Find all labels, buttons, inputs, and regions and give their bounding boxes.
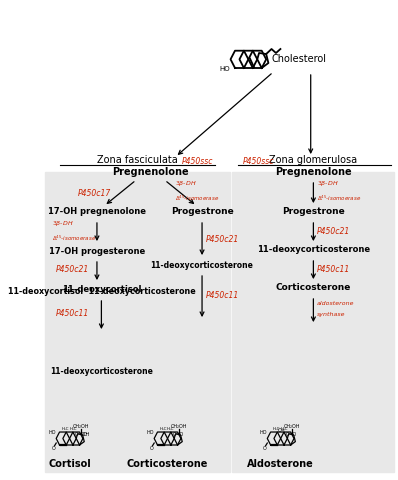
Text: HO: HO: [48, 430, 56, 434]
Text: $3\beta$-DH: $3\beta$-DH: [317, 179, 339, 188]
Text: $3\beta$-DH: $3\beta$-DH: [53, 219, 74, 228]
Text: P450c11: P450c11: [56, 310, 89, 319]
Text: 17-OH pregnenolone: 17-OH pregnenolone: [48, 207, 146, 216]
Text: 17-OH progesterone: 17-OH progesterone: [49, 247, 145, 255]
Text: O: O: [150, 446, 154, 451]
Text: P450c11: P450c11: [206, 291, 239, 300]
Text: P450c21: P450c21: [317, 227, 350, 236]
Text: HO: HO: [146, 430, 154, 434]
Text: H₃C: H₃C: [69, 427, 77, 431]
Text: HO: HO: [219, 66, 230, 72]
Text: Cholesterol: Cholesterol: [271, 54, 326, 64]
Text: Pregnenolone: Pregnenolone: [275, 167, 352, 177]
Text: Zona glomerulosa: Zona glomerulosa: [269, 155, 357, 165]
Text: $\Delta^{45}$-isomoerase: $\Delta^{45}$-isomoerase: [53, 234, 97, 243]
Text: CH₂OH: CH₂OH: [73, 423, 89, 429]
Text: H₃C: H₃C: [280, 427, 288, 431]
Text: $3\beta$-DH: $3\beta$-DH: [176, 179, 197, 188]
Text: O: O: [52, 446, 56, 451]
Text: Zona fasciculata: Zona fasciculata: [97, 155, 178, 165]
Bar: [45, 172, 230, 472]
Text: H₃C: H₃C: [273, 427, 281, 431]
Text: synthase: synthase: [317, 312, 345, 317]
Text: HO: HO: [259, 430, 267, 434]
Text: Corticosterone: Corticosterone: [127, 459, 208, 469]
Text: Aldosterone: Aldosterone: [247, 459, 314, 469]
Text: CH₂OH: CH₂OH: [284, 423, 300, 429]
Text: 11-deoxycortisol  11-deoxycorticosterone: 11-deoxycortisol 11-deoxycorticosterone: [8, 288, 195, 297]
Text: Pregnenolone: Pregnenolone: [112, 167, 189, 177]
Text: Cortisol: Cortisol: [48, 459, 91, 469]
Text: Progestrone: Progestrone: [282, 207, 345, 216]
Text: 11-deoxycorticosterone: 11-deoxycorticosterone: [257, 245, 370, 254]
Text: H₃C: H₃C: [62, 427, 69, 431]
Text: 11-deoxycortisol: 11-deoxycortisol: [62, 286, 141, 295]
Text: O: O: [263, 446, 267, 451]
Text: Progestrone: Progestrone: [171, 207, 233, 216]
Text: C=O: C=O: [173, 432, 184, 437]
Text: aldosterone: aldosterone: [317, 301, 355, 306]
Text: H₃C: H₃C: [160, 427, 167, 431]
Bar: [232, 172, 394, 472]
Text: OH: OH: [83, 432, 91, 437]
Text: P450ssc: P450ssc: [243, 157, 275, 167]
Text: C=O: C=O: [75, 432, 86, 437]
Text: P450c11: P450c11: [317, 264, 350, 274]
Text: CH₂OH: CH₂OH: [171, 423, 187, 429]
Text: O=: O=: [277, 428, 285, 432]
Text: 11-deoxycorticosterone: 11-deoxycorticosterone: [150, 261, 254, 269]
Text: Corticosterone: Corticosterone: [276, 284, 351, 292]
Text: $\Delta^{45}$-isomoerase: $\Delta^{45}$-isomoerase: [317, 194, 361, 204]
Text: P450c21: P450c21: [206, 235, 239, 243]
Text: H₃C: H₃C: [167, 427, 175, 431]
Text: P450c21: P450c21: [56, 265, 89, 275]
Text: 11-deoxycorticosterone: 11-deoxycorticosterone: [50, 368, 153, 376]
Text: C=O: C=O: [286, 432, 297, 437]
Text: P450c17: P450c17: [77, 189, 111, 197]
Text: $\Delta^{45}$-isomoerase: $\Delta^{45}$-isomoerase: [176, 194, 220, 204]
Text: P450ssc: P450ssc: [181, 157, 213, 167]
